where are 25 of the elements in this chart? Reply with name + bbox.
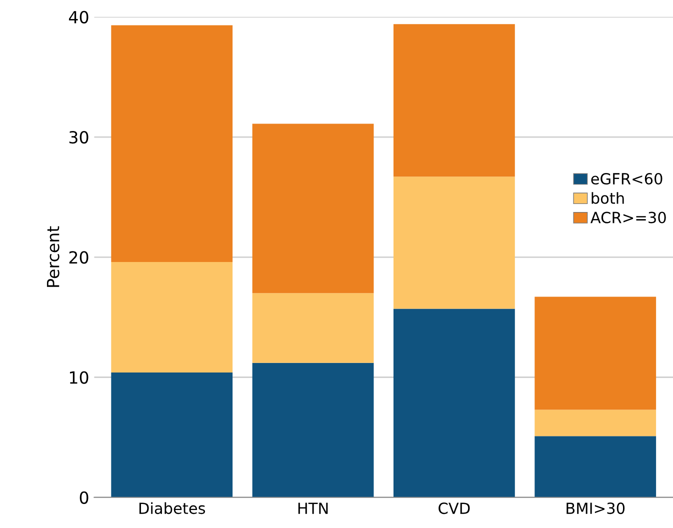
y-tick-label: 0 — [80, 491, 88, 504]
bar — [252, 124, 374, 294]
bar — [534, 436, 656, 498]
x-tick-label: HTN — [298, 502, 328, 514]
bar — [252, 293, 374, 363]
bar — [252, 362, 374, 498]
legend-label: eGFR<60 — [591, 172, 662, 185]
legend-label: ACR>=30 — [590, 212, 666, 224]
bar — [393, 308, 515, 498]
bar — [534, 410, 656, 436]
y-axis-title: Percent — [46, 226, 60, 287]
bar — [393, 176, 515, 309]
y-tick-label: 40 — [68, 10, 88, 24]
bar — [111, 25, 233, 262]
legend-label: both — [592, 192, 624, 204]
x-tick-label: BMI>30 — [566, 502, 625, 514]
x-tick-label: CVD — [438, 502, 470, 514]
x-tick-label: Diabetes — [139, 502, 206, 514]
bar — [111, 262, 233, 372]
bar — [393, 24, 515, 177]
bar — [111, 372, 233, 498]
y-tick-label: 10 — [70, 371, 88, 384]
y-tick-label: 20 — [69, 251, 88, 264]
bar — [534, 296, 656, 410]
y-tick-label: 30 — [69, 130, 88, 144]
